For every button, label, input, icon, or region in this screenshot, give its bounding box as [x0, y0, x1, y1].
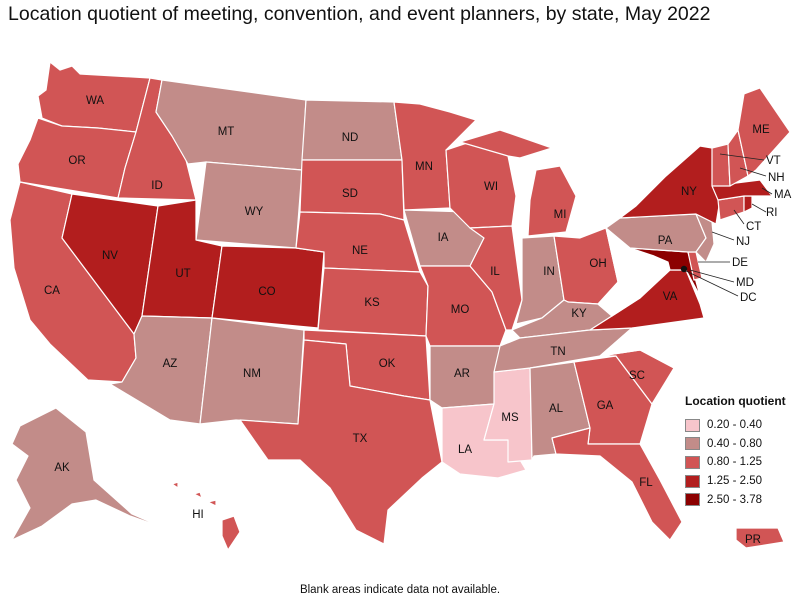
legend-label: 2.50 - 3.78: [707, 493, 762, 506]
label-pa: PA: [658, 235, 673, 247]
label-ky: KY: [571, 308, 587, 320]
legend-swatch: [685, 437, 700, 451]
label-mt: MT: [218, 126, 235, 138]
legend-swatch: [685, 455, 700, 469]
leader-nh: [739, 167, 767, 177]
state-mi[interactable]: [459, 129, 577, 237]
label-dc: DC: [740, 292, 757, 304]
label-wi: WI: [484, 181, 498, 193]
leader-dc: [683, 269, 739, 297]
state-ny[interactable]: [619, 145, 721, 225]
label-ar: AR: [454, 368, 470, 380]
label-ak: AK: [54, 462, 70, 474]
label-fl: FL: [639, 477, 653, 489]
label-ct: CT: [746, 221, 761, 233]
label-tn: TN: [550, 346, 565, 358]
label-ga: GA: [597, 400, 614, 412]
state-nc[interactable]: [599, 317, 719, 369]
label-la: LA: [458, 444, 472, 456]
label-tx: TX: [353, 433, 368, 445]
label-wa: WA: [86, 95, 104, 107]
state-me[interactable]: [737, 87, 791, 177]
legend-item: 1.25 - 2.50: [685, 472, 786, 491]
label-nm: NM: [243, 368, 261, 380]
legend-swatch: [685, 418, 700, 432]
label-nj: NJ: [736, 236, 750, 248]
state-ri[interactable]: [743, 195, 753, 213]
state-hi[interactable]: [171, 481, 241, 551]
label-pr: PR: [745, 534, 761, 546]
legend-swatch: [685, 474, 700, 488]
label-sd: SD: [342, 188, 358, 200]
state-il[interactable]: [469, 225, 523, 331]
label-co: CO: [258, 286, 275, 298]
leader-vt: [719, 153, 765, 161]
label-wy: WY: [245, 206, 264, 218]
territory-pr[interactable]: [735, 527, 785, 549]
label-mi: MI: [554, 209, 567, 221]
label-md: MD: [736, 277, 754, 289]
label-de: DE: [732, 257, 748, 269]
legend-label: 0.80 - 1.25: [707, 456, 762, 469]
state-nd[interactable]: [301, 99, 403, 161]
label-ms: MS: [501, 412, 519, 424]
label-ne: NE: [352, 245, 368, 257]
legend-label: 0.20 - 0.40: [707, 419, 762, 432]
label-oh: OH: [589, 258, 606, 270]
label-mo: MO: [451, 304, 470, 316]
leader-ct: [733, 209, 745, 225]
leader-nj: [711, 231, 735, 241]
state-fl[interactable]: [551, 427, 683, 541]
label-or: OR: [68, 155, 85, 167]
map-legend: Location quotient 0.20 - 0.40 0.40 - 0.8…: [685, 394, 786, 509]
legend-item: 2.50 - 3.78: [685, 490, 786, 509]
map-title: Location quotient of meeting, convention…: [8, 3, 711, 25]
label-ia: IA: [438, 232, 449, 244]
label-ca: CA: [44, 285, 60, 297]
label-ri: RI: [766, 207, 778, 219]
leader-md: [689, 269, 735, 283]
legend-item: 0.40 - 0.80: [685, 435, 786, 454]
label-il: IL: [490, 266, 500, 278]
state-co[interactable]: [211, 245, 325, 329]
label-nd: ND: [342, 132, 359, 144]
label-nh: NH: [768, 172, 785, 184]
leader-ri: [751, 203, 767, 213]
label-id: ID: [151, 180, 163, 192]
legend-label: 1.25 - 2.50: [707, 475, 762, 488]
state-wy[interactable]: [195, 161, 303, 249]
legend-swatch: [685, 493, 700, 507]
label-ok: OK: [379, 358, 396, 370]
label-vt: VT: [766, 155, 781, 167]
label-va: VA: [663, 291, 678, 303]
footnote: Blank areas indicate data not available.: [299, 584, 501, 596]
legend-title: Location quotient: [685, 394, 786, 408]
state-vt[interactable]: [711, 143, 731, 187]
label-sc: SC: [629, 370, 645, 382]
state-ak[interactable]: [11, 407, 165, 541]
legend-item: 0.20 - 0.40: [685, 416, 786, 435]
leader-ma: [761, 187, 773, 195]
label-ma: MA: [774, 189, 792, 201]
legend-label: 0.40 - 0.80: [707, 437, 762, 450]
label-ks: KS: [364, 297, 380, 309]
state-tx[interactable]: [239, 339, 443, 545]
label-az: AZ: [163, 358, 178, 370]
label-ut: UT: [175, 268, 190, 280]
legend-item: 0.80 - 1.25: [685, 453, 786, 472]
label-mn: MN: [415, 161, 433, 173]
label-al: AL: [549, 403, 564, 415]
label-in: IN: [543, 266, 555, 278]
label-hi: HI: [192, 509, 204, 521]
label-nv: NV: [102, 250, 118, 262]
label-ny: NY: [681, 186, 697, 198]
dc-marker: [680, 265, 688, 273]
label-me: ME: [752, 124, 770, 136]
